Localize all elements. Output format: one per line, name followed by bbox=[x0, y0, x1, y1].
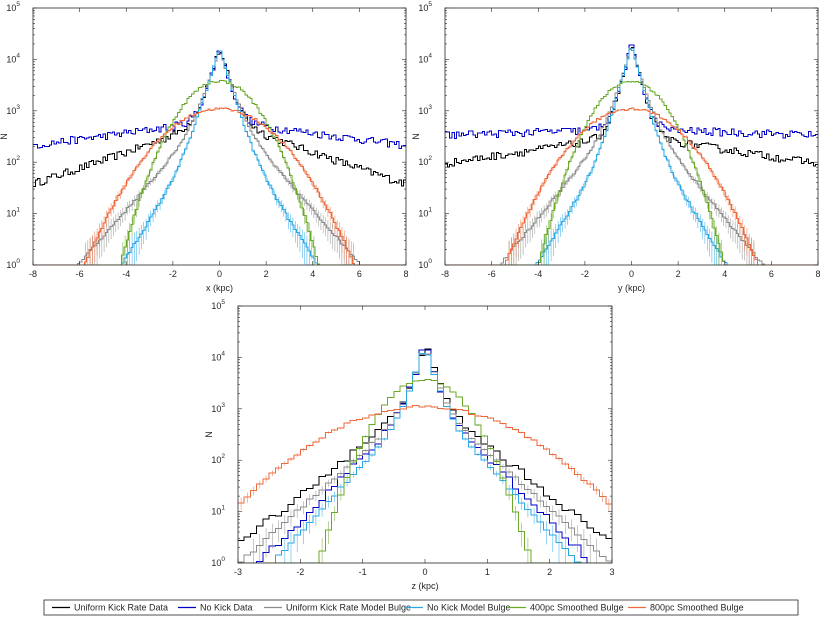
error-bars bbox=[543, 48, 720, 265]
error-bars bbox=[240, 405, 610, 511]
series-400pc-smoothed-bulge bbox=[238, 378, 612, 563]
x-tick-label: -6 bbox=[76, 269, 84, 279]
legend-item-uniform-kick-rate-data: Uniform Kick Rate Data bbox=[52, 603, 168, 613]
series-no-kick-model-bulge bbox=[445, 47, 818, 265]
error-bars bbox=[89, 107, 350, 265]
y-axis-label: N bbox=[0, 133, 9, 140]
y-tick-label: 105 bbox=[211, 299, 225, 311]
panel-y-histogram: -8 -6 -4 -2 0 2 4 6 8 100 101 102 103 104 105 y (kpc) N bbox=[411, 1, 821, 293]
x-tick-label: 6 bbox=[769, 269, 774, 279]
x-tick-label: 0 bbox=[629, 269, 634, 279]
x-tick-label: 8 bbox=[815, 269, 820, 279]
x-tick-label: 0 bbox=[217, 269, 222, 279]
y-axis-label: N bbox=[204, 431, 214, 438]
x-tick-label: -6 bbox=[488, 269, 496, 279]
x-tick-label: -3 bbox=[234, 567, 242, 577]
y-tick-label: 105 bbox=[6, 1, 20, 13]
x-tick-label: 1 bbox=[485, 567, 490, 577]
x-tick-label: 8 bbox=[403, 269, 408, 279]
y-tick-label: 100 bbox=[418, 258, 432, 270]
y-tick-label: 104 bbox=[211, 350, 225, 362]
y-tick-label: 105 bbox=[418, 1, 432, 13]
y-tick-label: 101 bbox=[418, 207, 432, 219]
legend-label: 800pc Smoothed Bulge bbox=[650, 603, 744, 613]
error-bars bbox=[321, 379, 529, 563]
x-tick-label: 2 bbox=[676, 269, 681, 279]
legend-item-no-kick-data: No Kick Data bbox=[178, 603, 253, 613]
y-tick-label: 101 bbox=[6, 207, 20, 219]
legend-label: No Kick Data bbox=[200, 603, 253, 613]
legend-label: 400pc Smoothed Bulge bbox=[530, 603, 624, 613]
y-tick-label: 102 bbox=[418, 155, 432, 167]
x-tick-label: 2 bbox=[547, 567, 552, 577]
x-tick-label: 6 bbox=[357, 269, 362, 279]
x-tick-label: -8 bbox=[29, 269, 37, 279]
series-no-kick-data bbox=[445, 44, 818, 140]
legend-item-800pc-smoothed-bulge: 800pc Smoothed Bulge bbox=[628, 603, 744, 613]
x-tick-label: -4 bbox=[122, 269, 130, 279]
x-axis-label: y (kpc) bbox=[618, 283, 645, 293]
series-uniform-kick-rate-model-bulge bbox=[445, 48, 818, 265]
error-bars bbox=[127, 50, 310, 265]
x-tick-label: -2 bbox=[581, 269, 589, 279]
plot-area-z bbox=[238, 348, 612, 563]
error-bars bbox=[508, 107, 755, 265]
y-tick-label: 100 bbox=[6, 258, 20, 270]
series-uniform-kick-rate-data bbox=[238, 348, 612, 541]
series-400pc-smoothed-bulge bbox=[33, 80, 406, 265]
series-no-kick-data bbox=[33, 50, 406, 149]
y-tick-label: 103 bbox=[211, 402, 225, 414]
y-tick-label: 101 bbox=[211, 505, 225, 517]
y-tick-label: 102 bbox=[6, 155, 20, 167]
plot-area-x bbox=[33, 50, 406, 265]
error-bars bbox=[85, 53, 354, 265]
legend-label: Uniform Kick Rate Model Bulge bbox=[286, 603, 411, 613]
series-uniform-kick-rate-model-bulge bbox=[33, 53, 406, 265]
panel-x-histogram: -8 -6 -4 -2 0 2 4 6 8 100 101 102 103 104 105 x (kpc) N bbox=[0, 1, 409, 293]
series-uniform-kick-rate-data bbox=[33, 52, 406, 187]
y-tick-label: 102 bbox=[211, 453, 225, 465]
series-no-kick-model-bulge bbox=[238, 352, 612, 563]
legend-item-400pc-smoothed-bulge: 400pc Smoothed Bulge bbox=[508, 603, 624, 613]
plot-area-y bbox=[445, 44, 818, 265]
y-tick-label: 100 bbox=[211, 556, 225, 568]
series-800pc-smoothed-bulge bbox=[445, 107, 818, 265]
y-tick-label: 103 bbox=[6, 104, 20, 116]
x-tick-label: 3 bbox=[609, 567, 614, 577]
y-tick-label: 104 bbox=[6, 52, 20, 64]
error-bars bbox=[253, 353, 597, 563]
x-tick-label: 4 bbox=[722, 269, 727, 279]
x-axis-label: z (kpc) bbox=[412, 581, 439, 591]
x-tick-label: -8 bbox=[441, 269, 449, 279]
x-tick-label: -2 bbox=[169, 269, 177, 279]
x-tick-label: -2 bbox=[296, 567, 304, 577]
legend-item-uniform-kick-rate-model-bulge: Uniform Kick Rate Model Bulge bbox=[264, 603, 411, 613]
x-axis-label: x (kpc) bbox=[206, 283, 233, 293]
legend-item-no-kick-model-bulge: No Kick Model Bulge bbox=[405, 603, 511, 613]
panel-z-histogram: -3 -2 -1 0 1 2 3 100 101 102 103 104 105 z (kpc) N bbox=[204, 299, 615, 591]
y-axis-label: N bbox=[411, 133, 421, 140]
series-uniform-kick-rate-data bbox=[445, 47, 818, 168]
x-tick-label: 0 bbox=[422, 567, 427, 577]
series-800pc-smoothed-bulge bbox=[238, 405, 612, 505]
y-tick-label: 103 bbox=[418, 104, 432, 116]
legend-label: Uniform Kick Rate Data bbox=[74, 603, 168, 613]
series-no-kick-model-bulge bbox=[33, 50, 406, 265]
x-tick-label: 2 bbox=[264, 269, 269, 279]
x-tick-label: -4 bbox=[534, 269, 542, 279]
legend: Uniform Kick Rate Data No Kick Data Unifor… bbox=[43, 599, 799, 616]
series-800pc-smoothed-bulge bbox=[33, 107, 406, 265]
y-tick-label: 104 bbox=[418, 52, 432, 64]
legend-label: No Kick Model Bulge bbox=[427, 603, 511, 613]
series-no-kick-data bbox=[238, 349, 612, 563]
x-tick-label: 4 bbox=[310, 269, 315, 279]
error-bars bbox=[122, 80, 315, 265]
x-tick-label: -1 bbox=[359, 567, 367, 577]
